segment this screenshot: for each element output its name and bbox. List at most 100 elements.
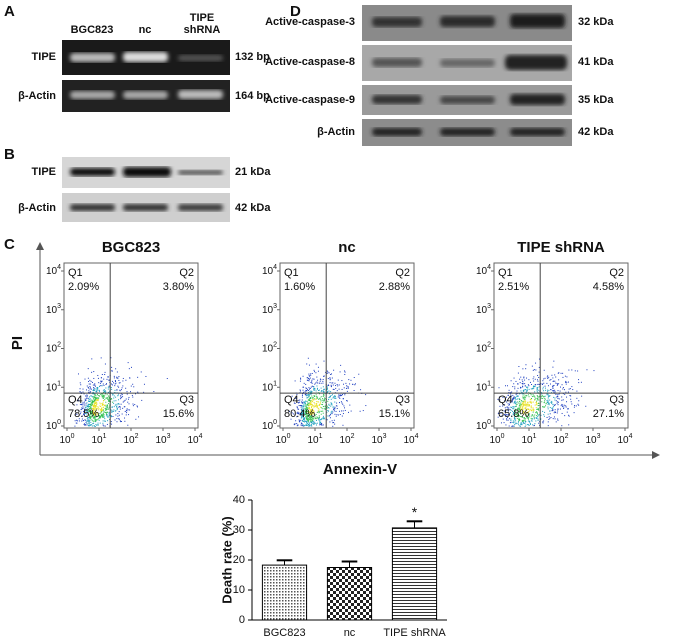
- event-dot: [306, 417, 308, 419]
- event-dot: [581, 395, 583, 397]
- event-dot: [507, 408, 509, 410]
- event-dot: [310, 393, 312, 395]
- event-dot: [542, 397, 544, 399]
- event-dot: [300, 414, 302, 416]
- event-dot: [300, 377, 302, 379]
- event-dot: [316, 396, 318, 398]
- event-dot: [307, 379, 309, 381]
- event-dot: [301, 401, 303, 403]
- event-dot: [504, 414, 506, 416]
- event-dot: [549, 383, 551, 385]
- event-dot: [114, 383, 116, 385]
- event-dot: [307, 419, 309, 421]
- event-dot: [311, 372, 313, 374]
- event-dot: [96, 389, 98, 391]
- event-dot: [531, 418, 533, 420]
- event-dot: [516, 413, 518, 415]
- event-dot: [94, 414, 96, 416]
- event-dot: [137, 406, 139, 408]
- event-dot: [95, 413, 97, 415]
- event-dot: [523, 390, 525, 392]
- event-dot: [317, 416, 319, 418]
- event-dot: [105, 397, 107, 399]
- event-dot: [541, 393, 543, 395]
- event-dot: [308, 415, 310, 417]
- event-dot: [305, 383, 307, 385]
- event-dot: [322, 408, 324, 410]
- tick-label: 104: [262, 264, 277, 277]
- event-dot: [517, 387, 519, 389]
- event-dot: [536, 395, 538, 397]
- event-dot: [314, 403, 316, 405]
- event-dot: [520, 386, 522, 388]
- event-dot: [528, 408, 530, 410]
- event-dot: [547, 391, 549, 393]
- panel-label: D: [290, 3, 301, 20]
- event-dot: [520, 376, 522, 378]
- event-dot: [309, 418, 311, 420]
- event-dot: [110, 357, 112, 359]
- event-dot: [522, 403, 524, 405]
- event-dot: [522, 408, 524, 410]
- event-dot: [550, 401, 552, 403]
- tick-exp: 0: [287, 433, 291, 440]
- event-dot: [93, 425, 95, 427]
- event-dot: [102, 407, 104, 409]
- event-dot: [339, 395, 341, 397]
- event-dot: [505, 424, 507, 426]
- event-dot: [331, 382, 333, 384]
- event-dot: [110, 398, 112, 400]
- band: [510, 94, 565, 105]
- event-dot: [326, 388, 328, 390]
- event-dot: [95, 410, 97, 412]
- event-dot: [525, 409, 527, 411]
- event-dot: [127, 398, 129, 400]
- event-dot: [301, 408, 303, 410]
- event-dot: [520, 422, 522, 424]
- event-dot: [542, 390, 544, 392]
- event-dot: [568, 424, 570, 426]
- event-dot: [93, 390, 95, 392]
- event-dot: [334, 406, 336, 408]
- event-dot: [540, 397, 542, 399]
- event-dot: [312, 408, 314, 410]
- event-dot: [317, 382, 319, 384]
- event-dot: [554, 389, 556, 391]
- event-dot: [329, 421, 331, 423]
- event-dot: [303, 414, 305, 416]
- event-dot: [521, 423, 523, 425]
- event-dot: [524, 400, 526, 402]
- event-dot: [516, 423, 518, 425]
- event-dot: [537, 418, 539, 420]
- event-dot: [86, 397, 88, 399]
- event-dot: [305, 424, 307, 426]
- event-dot: [522, 400, 524, 402]
- event-dot: [343, 387, 345, 389]
- event-dot: [95, 411, 97, 413]
- event-dot: [514, 386, 516, 388]
- event-dot: [306, 394, 308, 396]
- event-dot: [91, 412, 93, 414]
- event-dot: [519, 407, 521, 409]
- event-dot: [552, 385, 554, 387]
- event-dot: [530, 394, 532, 396]
- tick-label: 101: [476, 380, 491, 393]
- size-label: 132 bp: [235, 51, 270, 63]
- event-dot: [527, 402, 529, 404]
- event-dot: [88, 409, 90, 411]
- y-tick-label: 30: [233, 524, 245, 536]
- event-dot: [96, 413, 98, 415]
- event-dot: [299, 399, 301, 401]
- event-dot: [514, 400, 516, 402]
- event-dot: [531, 397, 533, 399]
- event-dot: [303, 386, 305, 388]
- band: [70, 204, 115, 211]
- event-dot: [301, 425, 303, 427]
- tick-base: 10: [46, 343, 58, 354]
- event-dot: [517, 421, 519, 423]
- event-dot: [305, 409, 307, 411]
- event-dot: [299, 420, 301, 422]
- event-dot: [518, 411, 520, 413]
- event-dot: [92, 407, 94, 409]
- event-dot: [549, 395, 551, 397]
